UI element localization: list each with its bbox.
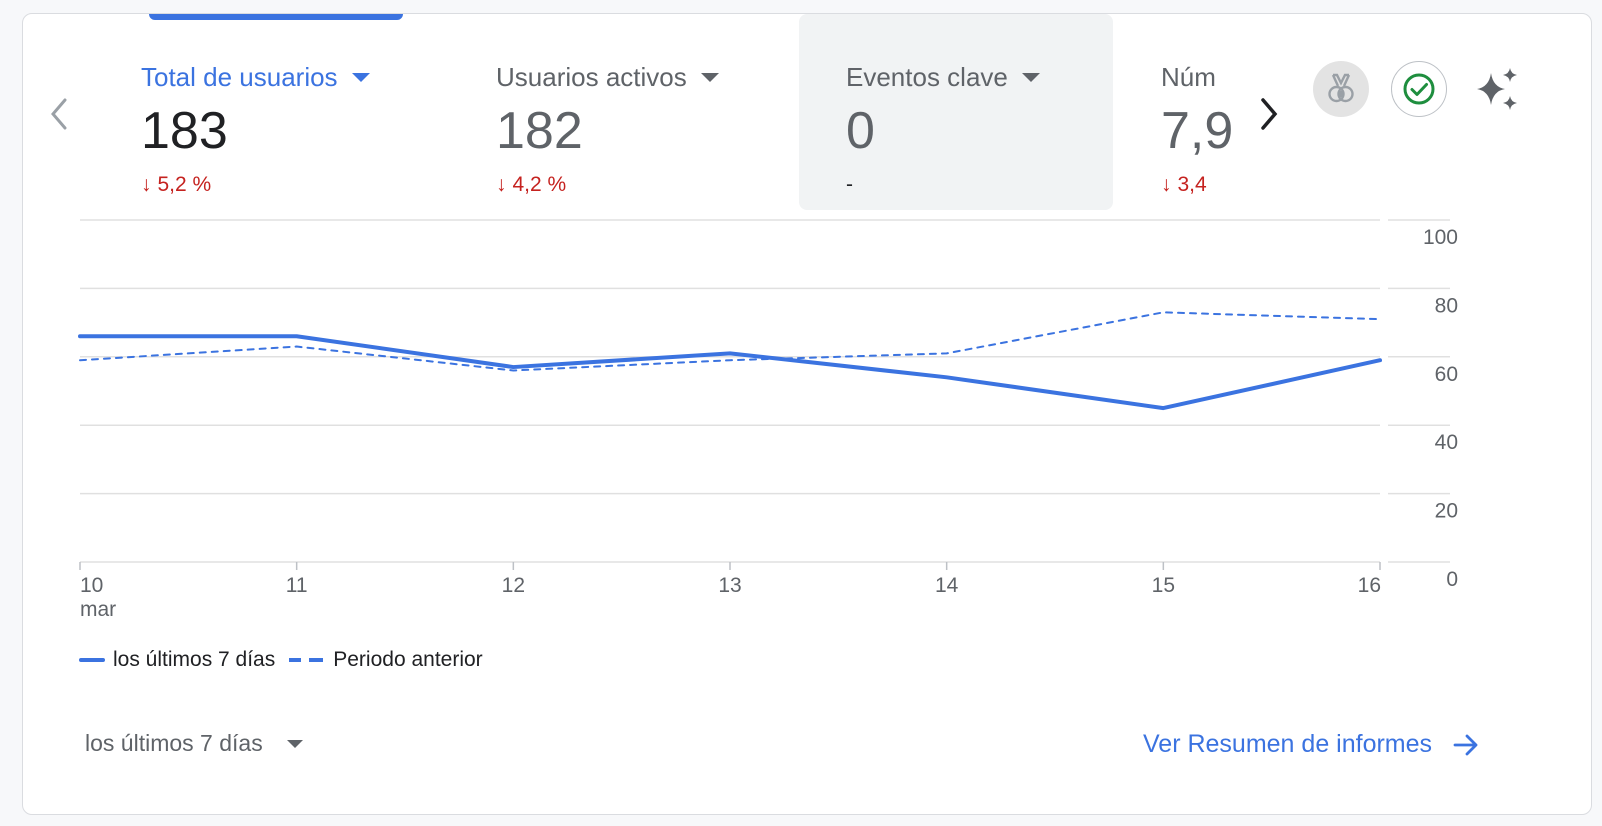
metrics-carousel: Total de usuarios 183 ↓ 5,2 % Usuarios ac… (99, 14, 1247, 214)
view-reports-link[interactable]: Ver Resumen de informes (1143, 730, 1480, 759)
x-tick-label: 10 (80, 574, 103, 597)
metric-change: 4,2 % (512, 173, 567, 196)
next-metrics-button[interactable] (1255, 94, 1285, 134)
caret-down-icon[interactable] (351, 73, 370, 82)
arrow-down-icon: ↓ (496, 173, 507, 196)
metric-change: 3,4 (1177, 173, 1207, 196)
chevron-right-icon (1261, 98, 1278, 130)
achievements-button[interactable] (1313, 61, 1369, 117)
x-tick-label: 16 (1358, 574, 1381, 597)
y-tick-label: 100 (1423, 226, 1458, 249)
check-circle-icon (1403, 73, 1435, 105)
view-reports-label: Ver Resumen de informes (1143, 730, 1433, 758)
date-range-dropdown[interactable]: los últimos 7 días (85, 730, 303, 757)
arrow-right-icon (1452, 732, 1480, 758)
metric-name: Eventos clave (846, 62, 1008, 92)
y-tick-label: 0 (1446, 568, 1458, 591)
caret-down-icon[interactable] (1021, 73, 1040, 82)
chart-legend: los últimos 7 días Periodo anterior (79, 648, 497, 672)
medal-icon (1328, 73, 1354, 103)
insights-button[interactable] (1469, 61, 1525, 117)
y-tick-label: 60 (1435, 363, 1458, 386)
arrow-down-icon: ↓ (1161, 173, 1172, 196)
metric-key-events[interactable]: Eventos clave 0 - (799, 14, 1113, 210)
active-metric-indicator (149, 14, 403, 20)
legend-label: los últimos 7 días (113, 648, 276, 671)
metric-total-users[interactable]: Total de usuarios 183 ↓ 5,2 % (99, 14, 449, 210)
caret-down-icon (286, 739, 303, 748)
y-tick-label: 80 (1435, 294, 1458, 317)
metric-change: - (846, 173, 853, 196)
metric-value: 182 (496, 102, 583, 160)
card-actions (1313, 61, 1525, 117)
sparkle-icon (1477, 68, 1517, 110)
metric-name: Total de usuarios (141, 62, 338, 92)
overview-card: Total de usuarios 183 ↓ 5,2 % Usuarios ac… (22, 13, 1592, 815)
date-range-label: los últimos 7 días (85, 730, 263, 756)
x-tick-label: 14 (935, 574, 959, 597)
legend-solid-swatch (79, 658, 105, 662)
legend-current-period: los últimos 7 días (79, 648, 275, 672)
legend-previous-period: Periodo anterior (289, 648, 483, 672)
series-line-previous (79, 311, 1381, 372)
x-tick-sublabel: mar (80, 598, 116, 621)
previous-metrics-button[interactable] (43, 94, 73, 134)
metric-number-partial[interactable]: Núm 7,9 ↓ 3,4 (1119, 14, 1247, 210)
metric-value: 0 (846, 102, 875, 160)
x-tick-label: 11 (286, 574, 308, 597)
metric-active-users[interactable]: Usuarios activos 182 ↓ 4,2 % (454, 14, 804, 210)
x-tick-label: 15 (1152, 574, 1175, 597)
legend-label: Periodo anterior (333, 648, 483, 671)
metric-value: 183 (141, 102, 228, 160)
users-line-chart: 100 80 60 40 20 0 10 11 12 13 14 15 16 mar (78, 219, 1458, 621)
caret-down-icon[interactable] (700, 73, 719, 82)
legend-dashed-swatch (289, 658, 324, 662)
metric-change: 5,2 % (157, 173, 212, 196)
x-tick-label: 13 (718, 574, 741, 597)
metric-name: Núm (1161, 62, 1216, 92)
chevron-left-icon (51, 98, 67, 130)
status-check-button[interactable] (1391, 61, 1447, 117)
metric-value: 7,9 (1161, 102, 1234, 160)
arrow-down-icon: ↓ (141, 173, 152, 196)
y-tick-label: 20 (1435, 500, 1458, 523)
y-tick-label: 40 (1435, 431, 1458, 454)
x-tick-label: 12 (502, 574, 525, 597)
metric-name: Usuarios activos (496, 62, 687, 92)
series-line-current (78, 334, 1382, 411)
